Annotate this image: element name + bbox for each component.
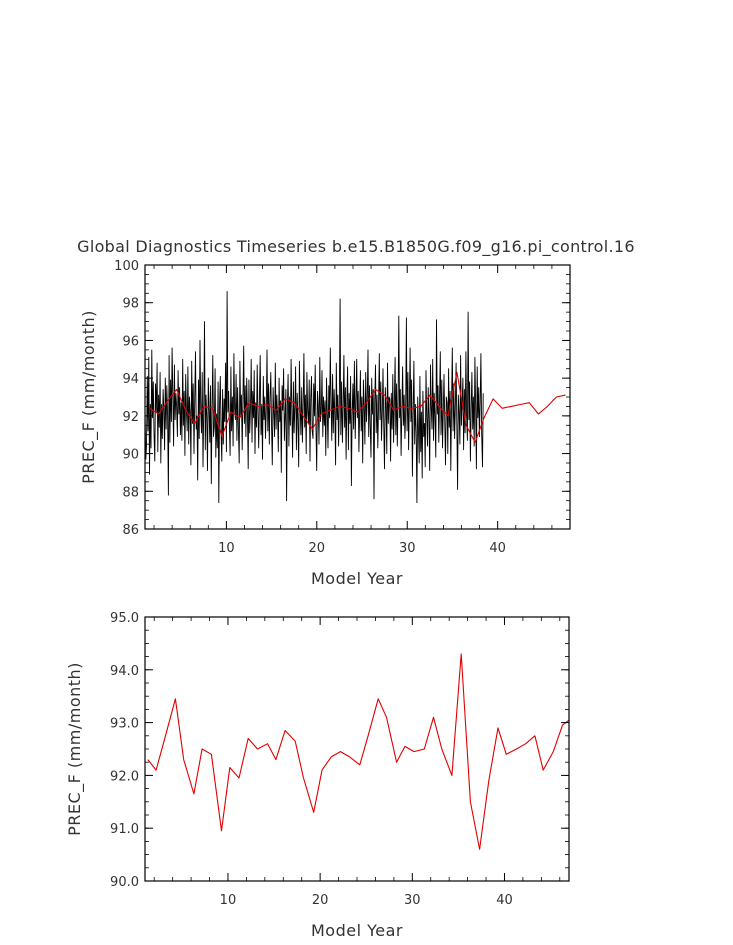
y-tick-label-top: 100 xyxy=(114,259,139,274)
xlabel-bottom: Model Year xyxy=(311,921,403,940)
y-tick-label-bottom: 92.0 xyxy=(110,769,139,784)
x-tick-label-top: 40 xyxy=(489,541,506,556)
panel-top: 86 88 90 92 94 96 98 100 10 20 30 40 PREC_F (mm/mon… xyxy=(79,259,571,588)
y-tick-label-top: 92 xyxy=(122,410,139,425)
y-tick-label-bottom: 91.0 xyxy=(110,822,139,837)
y-tick-label-top: 88 xyxy=(122,485,139,500)
x-tick-label-top: 10 xyxy=(218,541,235,556)
panel-bottom: 90.0 91.0 92.0 93.0 94.0 95.0 10 20 30 40 PREC_F … xyxy=(65,611,570,940)
x-tick-label-top: 30 xyxy=(399,541,416,556)
y-tick-label-top: 96 xyxy=(122,334,139,349)
x-tick-label-top: 20 xyxy=(309,541,326,556)
y-tick-label-bottom: 93.0 xyxy=(110,717,139,732)
ylabel-top: PREC_F (mm/month) xyxy=(79,310,99,484)
series-line-annual-bottom xyxy=(147,653,570,850)
x-tick-label-bottom: 20 xyxy=(312,893,329,908)
series-line-annual-top xyxy=(149,371,566,443)
chart-title: Global Diagnostics Timeseries b.e15.B185… xyxy=(77,237,635,257)
series-line-monthly-top xyxy=(144,290,484,504)
x-tick-label-bottom: 10 xyxy=(220,893,237,908)
y-tick-label-bottom: 95.0 xyxy=(110,611,139,626)
y-tick-label-top: 90 xyxy=(122,448,139,463)
x-tick-label-bottom: 40 xyxy=(496,893,513,908)
y-tick-label-bottom: 90.0 xyxy=(110,875,139,890)
x-tick-label-bottom: 30 xyxy=(404,893,421,908)
xlabel-top: Model Year xyxy=(311,569,403,588)
y-tick-label-bottom: 94.0 xyxy=(110,664,139,679)
y-tick-label-top: 98 xyxy=(122,297,139,312)
y-tick-label-top: 94 xyxy=(122,372,139,387)
ylabel-bottom: PREC_F (mm/month) xyxy=(65,662,85,836)
plot-frame-bottom xyxy=(144,616,570,882)
y-tick-label-top: 86 xyxy=(122,523,139,538)
